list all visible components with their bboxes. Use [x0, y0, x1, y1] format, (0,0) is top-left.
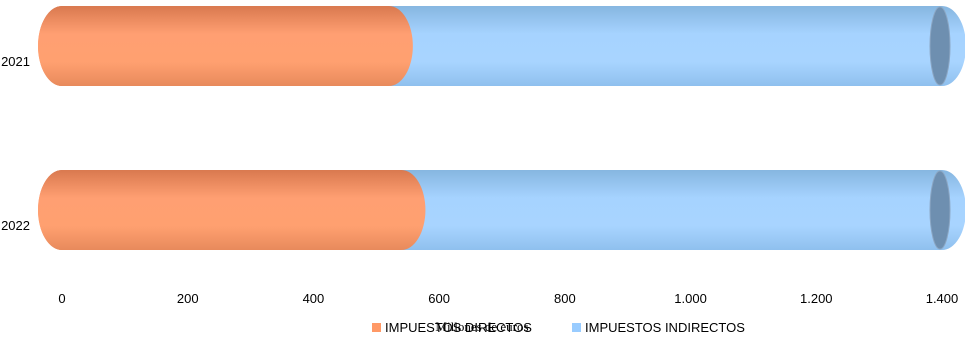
bar-segment-body: [377, 170, 965, 250]
bar-segment-body: [364, 6, 965, 86]
x-tick-label: 1.200: [800, 291, 833, 306]
bar-end-cap: [929, 6, 951, 86]
bar-2021-impuestos-directos: [38, 6, 413, 86]
bar-start-cap: [38, 170, 86, 250]
category-label-2022: 2022: [1, 218, 30, 233]
bar-end-cap: [929, 170, 951, 250]
x-tick-label: 1.000: [674, 291, 707, 306]
legend-label: IMPUESTOS DIRECTOS: [385, 320, 532, 335]
bar-segment-body: [38, 6, 413, 86]
x-tick-label: 600: [428, 291, 450, 306]
legend: IMPUESTOS DIRECTOS IMPUESTOS INDIRECTOS: [372, 320, 745, 335]
x-tick-label: 400: [303, 291, 325, 306]
bar-2022-impuestos-indirectos: [377, 170, 965, 250]
bar-segment-body: [38, 170, 426, 250]
bar-start-cap: [38, 6, 86, 86]
x-axis-label: Millones de euros: [435, 319, 528, 334]
bar-2021-impuestos-indirectos: [364, 6, 965, 86]
legend-label: IMPUESTOS INDIRECTOS: [585, 320, 745, 335]
bar-2022-impuestos-directos: [38, 170, 426, 250]
x-tick-label: 1.400: [926, 291, 959, 306]
legend-swatch: [572, 323, 581, 332]
legend-item-impuestos-directos: IMPUESTOS DIRECTOS: [372, 320, 532, 335]
legend-item-impuestos-indirectos: IMPUESTOS INDIRECTOS: [572, 320, 745, 335]
x-tick-label: 800: [554, 291, 576, 306]
x-tick-label: 0: [58, 291, 65, 306]
x-axis-ticks: 0 200 400 600 800 1.000 1.200 1.400: [58, 291, 958, 306]
category-label-2021: 2021: [1, 54, 30, 69]
legend-swatch: [372, 323, 381, 332]
bars-layer: [38, 6, 965, 250]
x-tick-label: 200: [177, 291, 199, 306]
category-labels: 2021 2022: [1, 54, 30, 233]
